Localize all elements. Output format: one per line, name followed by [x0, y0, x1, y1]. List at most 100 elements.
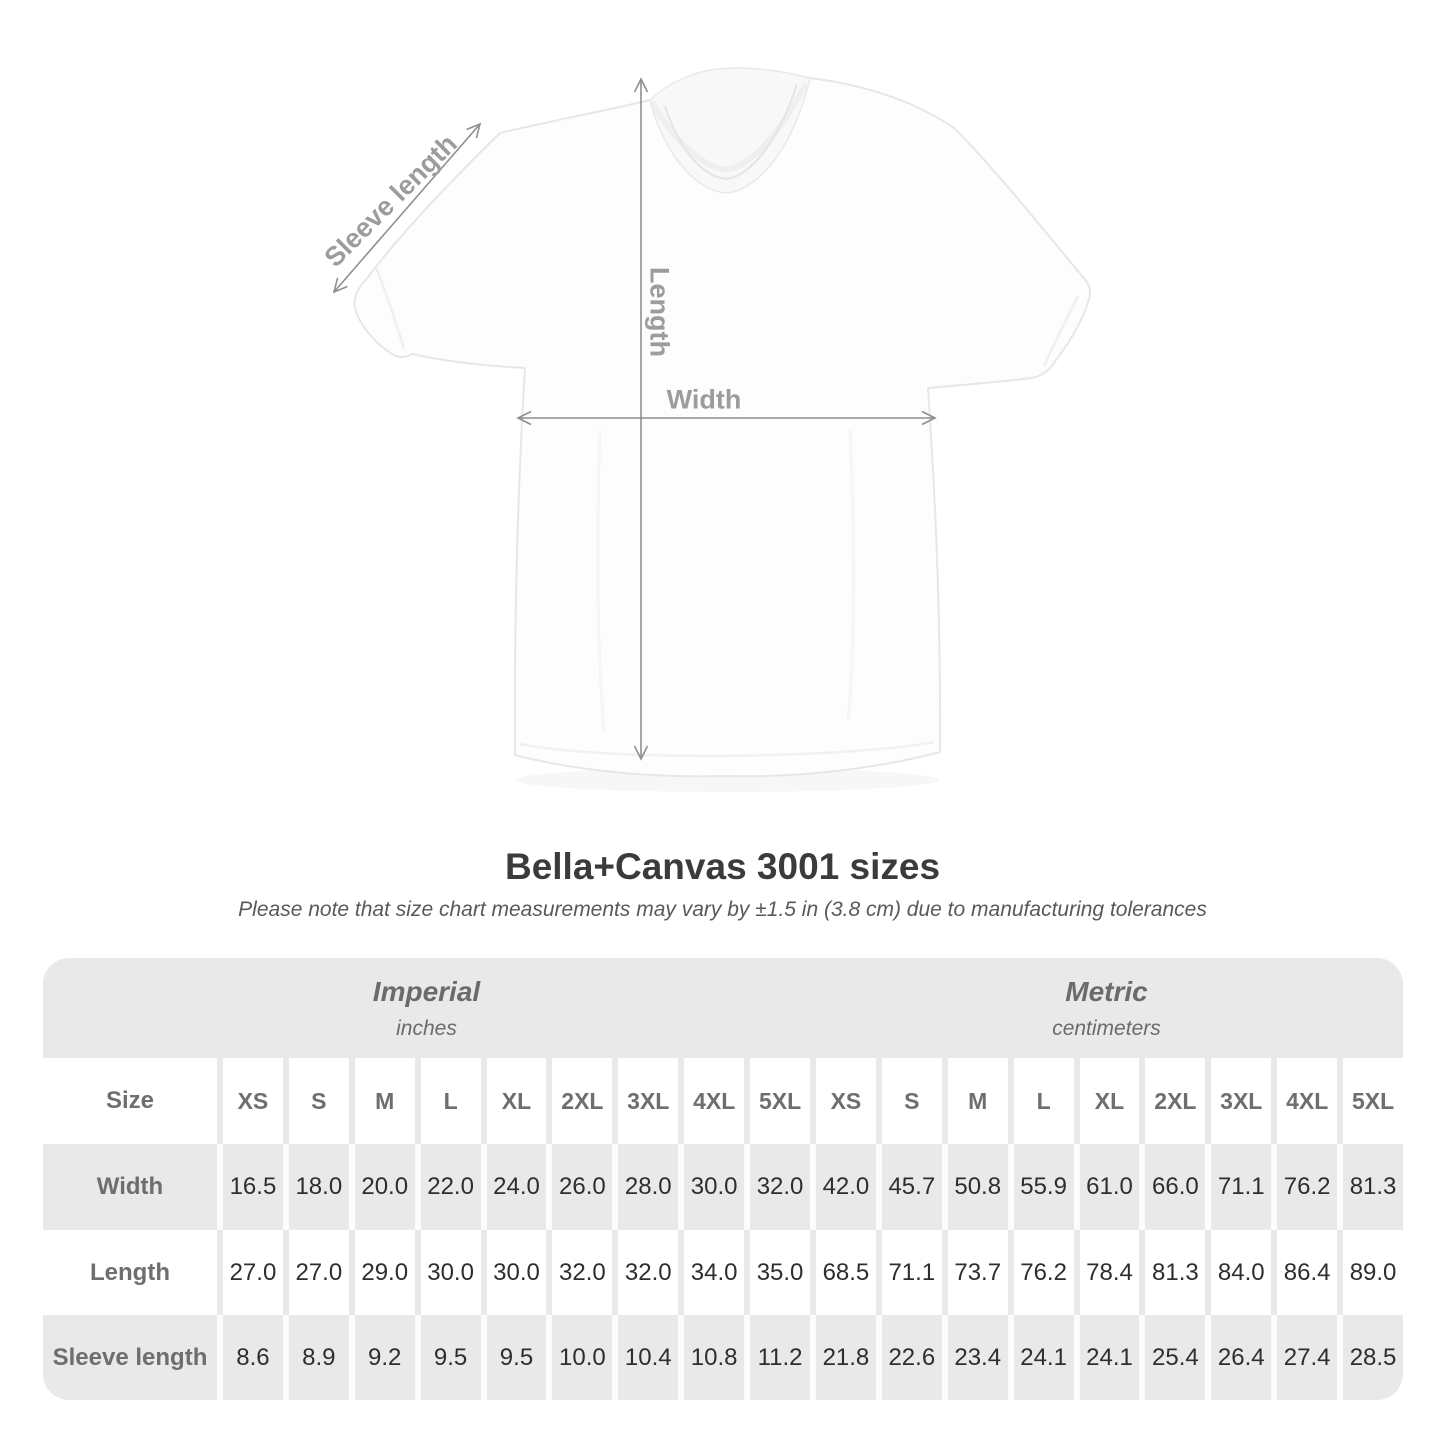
tshirt-fold-right [846, 429, 856, 721]
table-cell: 89.0 [1337, 1230, 1403, 1315]
size-col-header: 5XL [744, 1058, 810, 1144]
sleeve-length-arrow [332, 122, 482, 294]
length-arrow [633, 77, 649, 761]
table-cell: 23.4 [941, 1315, 1008, 1400]
size-col-header: 3XL [1205, 1058, 1272, 1144]
table-cell: 71.1 [1205, 1144, 1272, 1230]
size-col-header: 2XL [546, 1058, 613, 1144]
tshirt-left-cuff-seam [374, 267, 406, 349]
size-col-header: 5XL [1337, 1058, 1403, 1144]
table-cell: 8.6 [217, 1315, 283, 1400]
table-cell: 9.5 [414, 1315, 481, 1400]
tshirt-right-cuff-seam [1042, 295, 1080, 367]
size-col-header: L [1007, 1058, 1074, 1144]
tshirt-shadow [515, 768, 939, 792]
table-cell: 8.9 [282, 1315, 349, 1400]
table-cell: 55.9 [1007, 1144, 1074, 1230]
row-header-width: Width [43, 1144, 217, 1230]
width-label: Width [666, 384, 742, 415]
table-cell: 24.1 [1007, 1315, 1074, 1400]
table-cell: 28.0 [612, 1144, 679, 1230]
table-cell: 26.0 [546, 1144, 613, 1230]
size-col-header: XL [480, 1058, 547, 1144]
table-cell: 32.0 [744, 1144, 810, 1230]
imperial-group-title: Imperial [372, 975, 481, 1007]
table-cell: 29.0 [348, 1230, 415, 1315]
size-col-header: XS [809, 1058, 876, 1144]
tshirt-illustration [332, 67, 1091, 792]
table-cell: 27.0 [217, 1230, 283, 1315]
table-cell: 45.7 [875, 1144, 942, 1230]
table-cell: 27.4 [1271, 1315, 1338, 1400]
metric-group-unit: centimeters [1052, 1016, 1161, 1040]
table-cell: 22.0 [414, 1144, 481, 1230]
size-col-header: M [941, 1058, 1008, 1144]
table-cell: 61.0 [1073, 1144, 1140, 1230]
table-cell: 81.3 [1139, 1230, 1206, 1315]
table-cell: 11.2 [744, 1315, 810, 1400]
table-cell: 9.5 [480, 1315, 547, 1400]
table-cell: 10.0 [546, 1315, 613, 1400]
table-cell: 10.8 [678, 1315, 745, 1400]
table-cell: 30.0 [678, 1144, 745, 1230]
tolerance-note: Please note that size chart measurements… [238, 898, 1207, 921]
table-cell: 21.8 [809, 1315, 876, 1400]
tshirt-neck-shadow [649, 82, 809, 174]
table-cell: 73.7 [941, 1230, 1008, 1315]
width-arrow [516, 410, 937, 426]
row-header-sleeve-length: Sleeve length [43, 1315, 217, 1400]
size-col-header: 2XL [1139, 1058, 1206, 1144]
table-cell: 10.4 [612, 1315, 679, 1400]
table-cell: 22.6 [875, 1315, 942, 1400]
tshirt-hem-stitch [519, 740, 935, 758]
size-col-header: S [282, 1058, 349, 1144]
size-col-header: XL [1073, 1058, 1140, 1144]
row-header-size: Size [43, 1058, 217, 1144]
size-col-header: XS [217, 1058, 283, 1144]
table-cell: 71.1 [875, 1230, 942, 1315]
table-cell: 24.1 [1073, 1315, 1140, 1400]
table-cell: 50.8 [941, 1144, 1008, 1230]
table-cell: 32.0 [612, 1230, 679, 1315]
row-header-length: Length [43, 1230, 217, 1315]
table-cell: 68.5 [809, 1230, 876, 1315]
table-cell: 76.2 [1007, 1230, 1074, 1315]
tshirt-collar-stitch [664, 83, 798, 181]
metric-group-header: Metric centimeters [809, 958, 1403, 1058]
size-col-header: 3XL [612, 1058, 679, 1144]
imperial-group-header: Imperial inches [43, 958, 810, 1058]
table-cell: 26.4 [1205, 1315, 1272, 1400]
tshirt-fold-left [596, 429, 606, 731]
metric-group-title: Metric [1065, 975, 1148, 1007]
table-cell: 16.5 [217, 1144, 283, 1230]
size-col-header: S [875, 1058, 942, 1144]
table-cell: 35.0 [744, 1230, 810, 1315]
length-label: Length [644, 267, 675, 357]
table-cell: 28.5 [1337, 1315, 1403, 1400]
table-cell: 30.0 [414, 1230, 481, 1315]
table-cell: 86.4 [1271, 1230, 1338, 1315]
table-cell: 42.0 [809, 1144, 876, 1230]
table-cell: 76.2 [1271, 1144, 1338, 1230]
size-col-header: 4XL [1271, 1058, 1338, 1144]
table-cell: 24.0 [480, 1144, 547, 1230]
size-col-header: M [348, 1058, 415, 1144]
table-cell: 30.0 [480, 1230, 547, 1315]
table-cell: 25.4 [1139, 1315, 1206, 1400]
table-cell: 9.2 [348, 1315, 415, 1400]
table-cell: 34.0 [678, 1230, 745, 1315]
page-title: Bella+Canvas 3001 sizes [504, 846, 941, 887]
table-cell: 20.0 [348, 1144, 415, 1230]
table-cell: 78.4 [1073, 1230, 1140, 1315]
tshirt-neck-hole [649, 67, 811, 194]
tshirt-body [353, 73, 1091, 778]
table-cell: 32.0 [546, 1230, 613, 1315]
table-cell: 81.3 [1337, 1144, 1403, 1230]
table-cell: 84.0 [1205, 1230, 1272, 1315]
size-table: Imperial inches Metric centimeters Size … [43, 958, 1403, 1400]
table-cell: 18.0 [282, 1144, 349, 1230]
table-cell: 27.0 [282, 1230, 349, 1315]
imperial-group-unit: inches [396, 1016, 457, 1040]
size-col-header: 4XL [678, 1058, 745, 1144]
